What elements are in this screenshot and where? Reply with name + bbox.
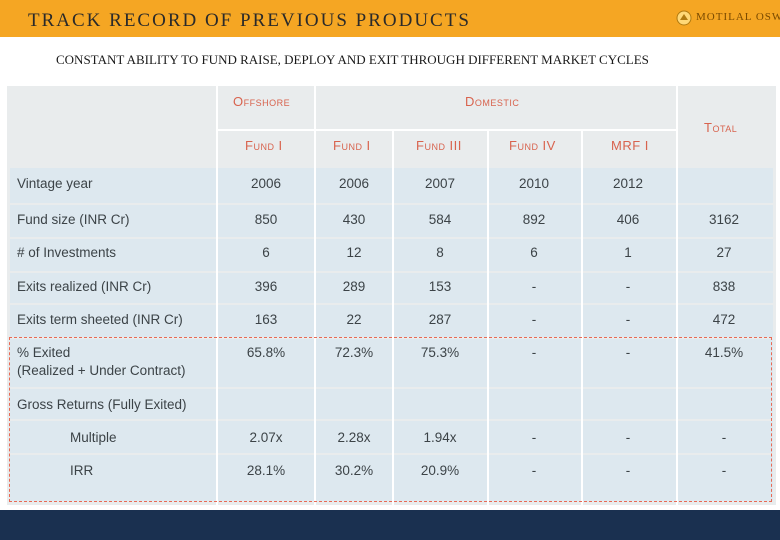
grid-vline: [581, 130, 583, 505]
row-band: [10, 455, 773, 501]
row-band: [10, 339, 773, 387]
table-cell: 2006: [338, 176, 370, 191]
table-cell: 2006: [250, 176, 282, 191]
table-cell: 6: [530, 245, 538, 260]
header-domestic: Domestic: [465, 94, 520, 109]
table-cell: 406: [616, 212, 640, 227]
table-cell: 30.2%: [334, 463, 374, 478]
header-offshore: Offshore: [233, 94, 291, 109]
footer-bar: [0, 510, 780, 540]
table-cell: -: [625, 463, 631, 478]
table-cell: -: [531, 345, 537, 360]
table-cell: 584: [428, 212, 452, 227]
company-logo: MOTILAL OSWAL: [676, 7, 780, 29]
row-label: Exits realized (INR Cr): [17, 279, 152, 294]
table-cell: 892: [522, 212, 546, 227]
logo-emblem-icon: [676, 10, 692, 26]
header-total: Total: [704, 120, 738, 135]
logo-text: MOTILAL OSWAL: [696, 11, 780, 23]
table-cell: -: [531, 312, 537, 327]
row-band: [10, 305, 773, 337]
row-label: % Exited: [17, 345, 71, 360]
table-cell: 6: [262, 245, 270, 260]
table-cell: 163: [254, 312, 278, 327]
page-subtitle: CONSTANT ABILITY TO FUND RAISE, DEPLOY A…: [56, 52, 649, 67]
table-cell: -: [531, 430, 537, 445]
table-cell: -: [625, 279, 631, 294]
table-cell: 72.3%: [334, 345, 374, 360]
row-label: IRR: [70, 463, 94, 478]
table-cell: 2012: [612, 176, 644, 191]
row-label: Fund size (INR Cr): [17, 212, 130, 227]
grid-vline: [487, 130, 489, 505]
table-cell: 2010: [518, 176, 550, 191]
highlight-box: [9, 337, 772, 502]
table-cell: 2007: [424, 176, 456, 191]
table-cell: 28.1%: [246, 463, 286, 478]
table-cell: 396: [254, 279, 278, 294]
table-cell: -: [625, 345, 631, 360]
table-cell: 850: [254, 212, 278, 227]
table-cell: -: [625, 312, 631, 327]
grid-vline: [314, 86, 316, 505]
table-cell: 8: [436, 245, 444, 260]
row-band: [10, 273, 773, 303]
table-cell: -: [721, 463, 727, 478]
table-cell: 41.5%: [704, 345, 744, 360]
table-cell: 22: [346, 312, 362, 327]
table-cell: 1: [624, 245, 632, 260]
row-label: # of Investments: [17, 245, 117, 260]
table-cell: 12: [346, 245, 362, 260]
table-cell: 75.3%: [420, 345, 460, 360]
column-header: Fund I: [245, 138, 283, 153]
column-header: Fund IV: [509, 138, 556, 153]
row-band: [10, 205, 773, 237]
row-label: Multiple: [70, 430, 117, 445]
table-cell: 27: [716, 245, 732, 260]
table-cell: -: [625, 430, 631, 445]
table-cell: 65.8%: [246, 345, 286, 360]
row-label: Gross Returns (Fully Exited): [17, 397, 187, 412]
row-band: [10, 421, 773, 453]
row-band: [10, 239, 773, 271]
header-bar: TRACK RECORD OF PREVIOUS PRODUCTS MOTILA…: [0, 0, 780, 37]
table-cell: -: [531, 463, 537, 478]
grid-vline: [392, 130, 394, 505]
table-cell: 3162: [708, 212, 740, 227]
table-cell: -: [721, 430, 727, 445]
row-label: Vintage year: [17, 176, 93, 191]
table-cell: 153: [428, 279, 452, 294]
table-cell: 2.28x: [337, 430, 371, 445]
table-cell: 838: [712, 279, 736, 294]
page-title: TRACK RECORD OF PREVIOUS PRODUCTS: [28, 10, 471, 31]
table-cell: 289: [342, 279, 366, 294]
table-cell: 20.9%: [420, 463, 460, 478]
column-header: MRF I: [611, 138, 649, 153]
row-band: [10, 168, 773, 203]
grid-hline: [216, 129, 314, 131]
row-band: [10, 389, 773, 419]
column-header: Fund I: [333, 138, 371, 153]
table-cell: 430: [342, 212, 366, 227]
table-cell: 287: [428, 312, 452, 327]
table-cell: 1.94x: [423, 430, 457, 445]
grid-vline: [216, 86, 218, 505]
column-header: Fund III: [416, 138, 462, 153]
table-cell: 472: [712, 312, 736, 327]
grid-vline: [676, 86, 678, 505]
table-cell: -: [531, 279, 537, 294]
row-label-sub: (Realized + Under Contract): [17, 363, 186, 378]
row-label: Exits term sheeted (INR Cr): [17, 312, 183, 327]
table-cell: 2.07x: [249, 430, 283, 445]
grid-hline: [314, 129, 676, 131]
